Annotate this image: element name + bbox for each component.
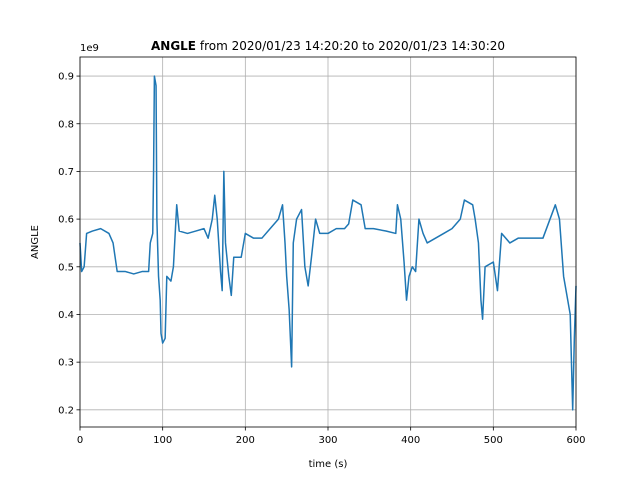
offset-label: 1e9 bbox=[80, 43, 99, 54]
title-bold: ANGLE bbox=[151, 39, 196, 53]
y-tick-label: 0.4 bbox=[58, 310, 74, 321]
y-tick-label: 0.8 bbox=[58, 119, 74, 130]
plot-frame bbox=[79, 56, 577, 428]
y-tick-label: 0.9 bbox=[58, 72, 74, 83]
x-tick-label: 100 bbox=[153, 435, 172, 446]
data-line bbox=[79, 75, 577, 411]
y-tick-label: 0.6 bbox=[58, 215, 74, 226]
x-tick-label: 500 bbox=[484, 435, 503, 446]
chart-title: ANGLE from 2020/01/23 14:20:20 to 2020/0… bbox=[151, 39, 505, 53]
x-tick-label: 200 bbox=[236, 435, 255, 446]
y-tick-label: 0.2 bbox=[58, 405, 74, 416]
y-tick-label: 0.7 bbox=[58, 167, 74, 178]
y-tick-label: 0.3 bbox=[58, 358, 74, 369]
y-axis-label: ANGLE bbox=[30, 225, 41, 259]
x-tick-label: 400 bbox=[401, 435, 420, 446]
x-tick-label: 600 bbox=[566, 435, 585, 446]
y-tick-label: 0.5 bbox=[58, 262, 74, 273]
x-tick-label: 0 bbox=[77, 435, 83, 446]
x-axis-label: time (s) bbox=[309, 459, 348, 470]
title-rest: from 2020/01/23 14:20:20 to 2020/01/23 1… bbox=[200, 39, 505, 53]
x-tick-label: 300 bbox=[318, 435, 337, 446]
